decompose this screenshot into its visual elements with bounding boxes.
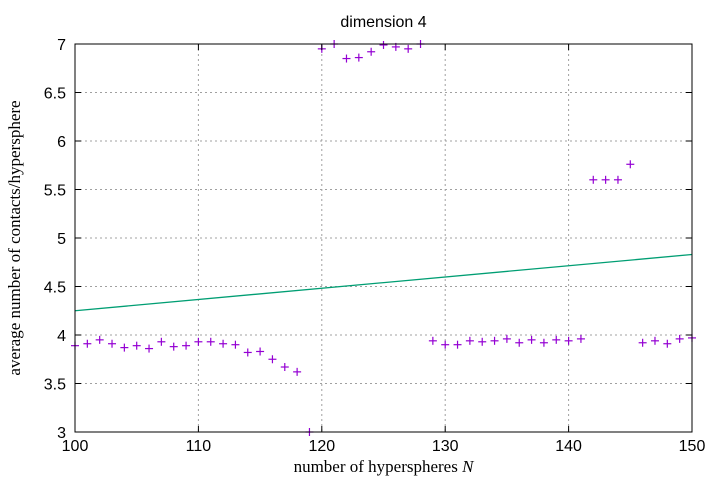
y-tick-label: 7	[57, 37, 66, 54]
data-point	[145, 344, 154, 353]
axis-ticks	[74, 43, 693, 433]
data-point	[663, 339, 672, 348]
data-point	[675, 334, 684, 343]
data-point	[293, 367, 302, 376]
data-point	[132, 341, 141, 350]
data-point	[342, 54, 351, 63]
data-point	[589, 175, 598, 184]
y-tick-label: 4	[57, 328, 66, 345]
trend-line-layer	[74, 253, 693, 312]
y-axis-label: average number of contacts/hypersphere	[5, 100, 24, 375]
data-point	[441, 340, 450, 349]
y-tick-label: 5.5	[44, 183, 66, 200]
trend-line	[74, 253, 693, 312]
x-axis-label-variable: N	[461, 457, 475, 476]
data-point	[243, 348, 252, 357]
data-point	[219, 339, 228, 348]
x-tick-label: 130	[432, 438, 459, 455]
x-tick-label: 110	[186, 438, 212, 455]
data-point	[576, 334, 585, 343]
data-point	[515, 338, 524, 347]
data-point	[453, 340, 462, 349]
y-tick-label: 5	[57, 231, 66, 248]
data-point	[108, 339, 117, 348]
y-tick-label: 3	[57, 425, 66, 442]
data-point	[83, 339, 92, 348]
data-point	[231, 340, 240, 349]
scatter-points	[71, 40, 696, 436]
plot-frame	[74, 43, 693, 433]
y-tick-label: 4.5	[44, 280, 66, 297]
x-tick-labels: 100 110 120 130 140 150	[62, 438, 706, 455]
data-point	[354, 53, 363, 62]
data-point	[502, 334, 511, 343]
x-axis-label-text: number of hyperspheres	[294, 457, 463, 476]
x-tick-label: 140	[555, 438, 582, 455]
data-point	[379, 40, 388, 49]
data-point	[465, 336, 474, 345]
data-point	[95, 335, 104, 344]
data-point	[626, 160, 635, 169]
data-point	[256, 347, 265, 356]
data-point	[268, 355, 277, 364]
x-tick-label: 120	[308, 438, 335, 455]
data-point	[490, 336, 499, 345]
y-tick-labels: 3 3.5 4 4.5 5 5.5 6 6.5 7	[44, 37, 66, 442]
data-point	[527, 335, 536, 344]
data-point	[169, 342, 178, 351]
x-tick-label: 100	[62, 438, 89, 455]
data-point	[280, 363, 289, 372]
chart-title: dimension 4	[340, 14, 426, 31]
grid	[74, 43, 693, 433]
data-point	[157, 337, 166, 346]
data-point	[650, 336, 659, 345]
x-axis-label: number of hyperspheres N	[294, 457, 476, 476]
data-point	[182, 341, 191, 350]
data-point	[206, 337, 215, 346]
data-point	[539, 338, 548, 347]
x-tick-label: 150	[679, 438, 706, 455]
data-point	[564, 336, 573, 345]
data-point	[552, 335, 561, 344]
y-tick-label: 3.5	[44, 377, 66, 394]
data-point	[478, 337, 487, 346]
data-point	[601, 175, 610, 184]
data-point	[428, 336, 437, 345]
data-point	[367, 47, 376, 56]
data-point	[613, 175, 622, 184]
y-tick-label: 6.5	[44, 86, 66, 103]
y-tick-label: 6	[57, 134, 66, 151]
data-point	[404, 44, 413, 53]
data-point	[194, 337, 203, 346]
data-point	[120, 343, 129, 352]
data-point	[638, 338, 647, 347]
